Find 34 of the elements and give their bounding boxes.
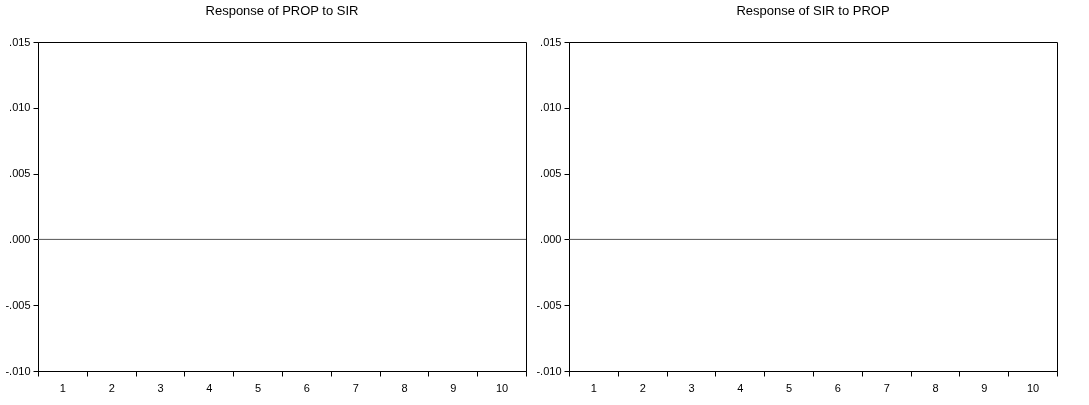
y-tick-label: .000 <box>540 232 562 245</box>
x-tick-label: 5 <box>786 381 793 394</box>
y-tick-label: .015 <box>9 35 31 48</box>
x-tick-label: 5 <box>255 381 262 394</box>
x-tick-label: 8 <box>932 381 939 394</box>
x-tick-label: 10 <box>495 381 509 394</box>
chart-title: Response of SIR to PROP <box>736 3 890 18</box>
y-tick-label: -.005 <box>5 298 31 311</box>
y-tick-label: -.005 <box>536 298 562 311</box>
x-tick-label: 6 <box>834 381 841 394</box>
y-tick-label: .005 <box>9 167 31 180</box>
y-tick-label: .015 <box>540 35 562 48</box>
y-tick-label: -.010 <box>536 364 562 377</box>
chart-title: Response of PROP to SIR <box>205 3 359 18</box>
y-tick-label: -.010 <box>5 364 31 377</box>
x-tick-label: 6 <box>303 381 310 394</box>
x-tick-label: 7 <box>883 381 890 394</box>
x-tick-label: 1 <box>590 381 597 394</box>
y-tick-label: .010 <box>9 101 31 114</box>
x-tick-label: 1 <box>59 381 66 394</box>
x-tick-label: 2 <box>639 381 646 394</box>
x-tick-label: 9 <box>981 381 988 394</box>
x-tick-label: 4 <box>737 381 744 394</box>
x-tick-label: 3 <box>688 381 695 394</box>
x-tick-label: 10 <box>1026 381 1040 394</box>
x-tick-label: 9 <box>450 381 457 394</box>
x-tick-label: 4 <box>206 381 213 394</box>
x-tick-label: 2 <box>108 381 115 394</box>
x-tick-label: 3 <box>157 381 164 394</box>
x-tick-label: 8 <box>401 381 408 394</box>
y-tick-label: .010 <box>540 101 562 114</box>
x-tick-label: 7 <box>352 381 359 394</box>
y-tick-label: .000 <box>9 232 31 245</box>
y-tick-label: .005 <box>540 167 562 180</box>
